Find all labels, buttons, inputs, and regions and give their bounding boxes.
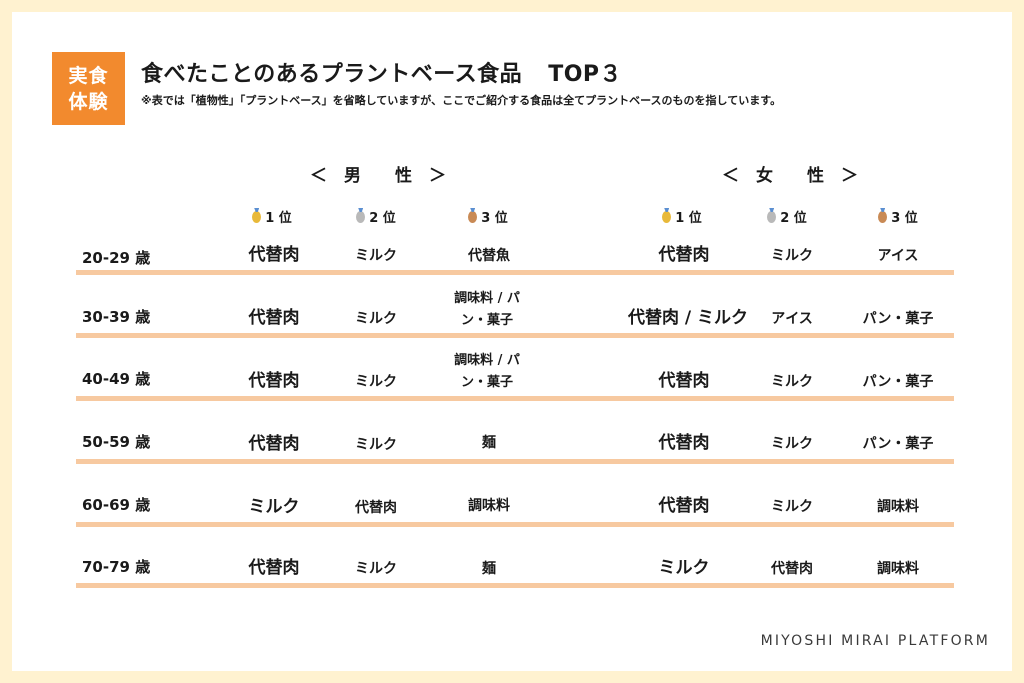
badge-line-2: 体験 [68,90,109,113]
female-rank-1-cell: 代替肉 / ミルク [627,308,749,328]
female-rank-1-cell: 代替肉 [658,496,710,516]
row-divider [76,396,954,401]
male-rank-3-cell: 調味料 [468,498,510,514]
female-rank-1-cell: 代替肉 [658,245,710,265]
male-rank-2-cell: ミルク [355,248,397,264]
category-badge: 実食 体験 [52,52,125,125]
male-rank-1-cell: 代替肉 [248,434,300,454]
female-rank-3: 3 位 [848,207,948,226]
bronze-medal-icon [878,211,888,223]
female-rank-3-cell: パン・菓子 [862,374,934,390]
rank-label: 2 位 [369,211,396,226]
male-rank-1-cell: 代替肉 [248,245,300,265]
male-rank-2-cell: 代替肉 [355,500,397,516]
male-rank-1-cell: 代替肉 [248,558,300,578]
footnote: ※表では「植物性」「プラントベース」を省略していますが、ここでご紹介する食品は全… [141,94,782,107]
male-rank-2-cell: ミルク [355,437,397,453]
age-label: 30-39 歳 [82,308,151,326]
content-card [12,12,1012,671]
silver-medal-icon [767,211,777,223]
row-divider [76,270,954,275]
footer-brand: MIYOSHI MIRAI PLATFORM [760,633,990,649]
female-rank-1-cell: 代替肉 [658,433,710,453]
female-header: ＜ 女 性 ＞ [722,166,858,186]
female-rank-2-cell: ミルク [771,499,813,515]
rank-label: 1 位 [675,211,702,226]
female-rank-3-cell: 調味料 [877,499,919,515]
female-rank-1: 1 位 [632,207,732,226]
male-rank-1-cell: 代替肉 [248,371,300,391]
male-rank-3-cell: 麺 [482,435,496,451]
male-rank-2-cell: ミルク [355,374,397,390]
row-divider [76,522,954,527]
male-rank-1: 1 位 [222,207,322,226]
male-header: ＜ 男 性 ＞ [310,166,446,186]
male-rank-3-cell: 調味料 / パン・菓子 [454,353,520,390]
female-rank-3-cell: 調味料 [877,561,919,577]
row-divider [76,333,954,338]
female-rank-3-cell: パン・菓子 [862,311,934,327]
male-rank-3-cell: 調味料 / パン・菓子 [454,291,520,328]
age-label: 40-49 歳 [82,370,151,388]
male-rank-3: 3 位 [438,207,538,226]
male-rank-2: 2 位 [326,207,426,226]
female-rank-1-cell: 代替肉 [658,371,710,391]
row-divider [76,583,954,588]
rank-label: 1 位 [265,211,292,226]
page-title: 食べたことのあるプラントベース食品 TOP３ [141,56,622,88]
female-rank-3-cell: パン・菓子 [862,436,934,452]
female-rank-2-cell: アイス [771,311,813,327]
row-divider [76,459,954,464]
silver-medal-icon [356,211,366,223]
male-rank-1-cell: 代替肉 [248,308,300,328]
female-rank-2-cell: 代替肉 [771,561,813,577]
male-rank-2-cell: ミルク [355,311,397,327]
male-rank-3-cell: 麺 [482,561,496,577]
rank-label: 3 位 [891,211,918,226]
rank-label: 2 位 [780,211,807,226]
bronze-medal-icon [468,211,478,223]
male-rank-1-cell: ミルク [248,497,300,517]
title-main: 食べたことのあるプラントベース食品 [141,62,523,87]
female-rank-2-cell: ミルク [771,436,813,452]
female-rank-2-cell: ミルク [771,248,813,264]
female-rank-2: 2 位 [737,207,837,226]
male-rank-2-cell: ミルク [355,561,397,577]
gold-medal-icon [662,211,672,223]
age-label: 70-79 歳 [82,558,151,576]
female-rank-3-cell: アイス [877,248,919,264]
gold-medal-icon [252,211,262,223]
age-label: 60-69 歳 [82,496,151,514]
female-rank-1-cell: ミルク [658,558,710,578]
female-rank-2-cell: ミルク [771,374,813,390]
badge-line-1: 実食 [68,64,109,87]
age-label: 20-29 歳 [82,249,151,267]
title-suffix: TOP３ [548,62,623,87]
age-label: 50-59 歳 [82,433,151,451]
rank-label: 3 位 [481,211,508,226]
male-rank-3-cell: 代替魚 [468,248,510,264]
